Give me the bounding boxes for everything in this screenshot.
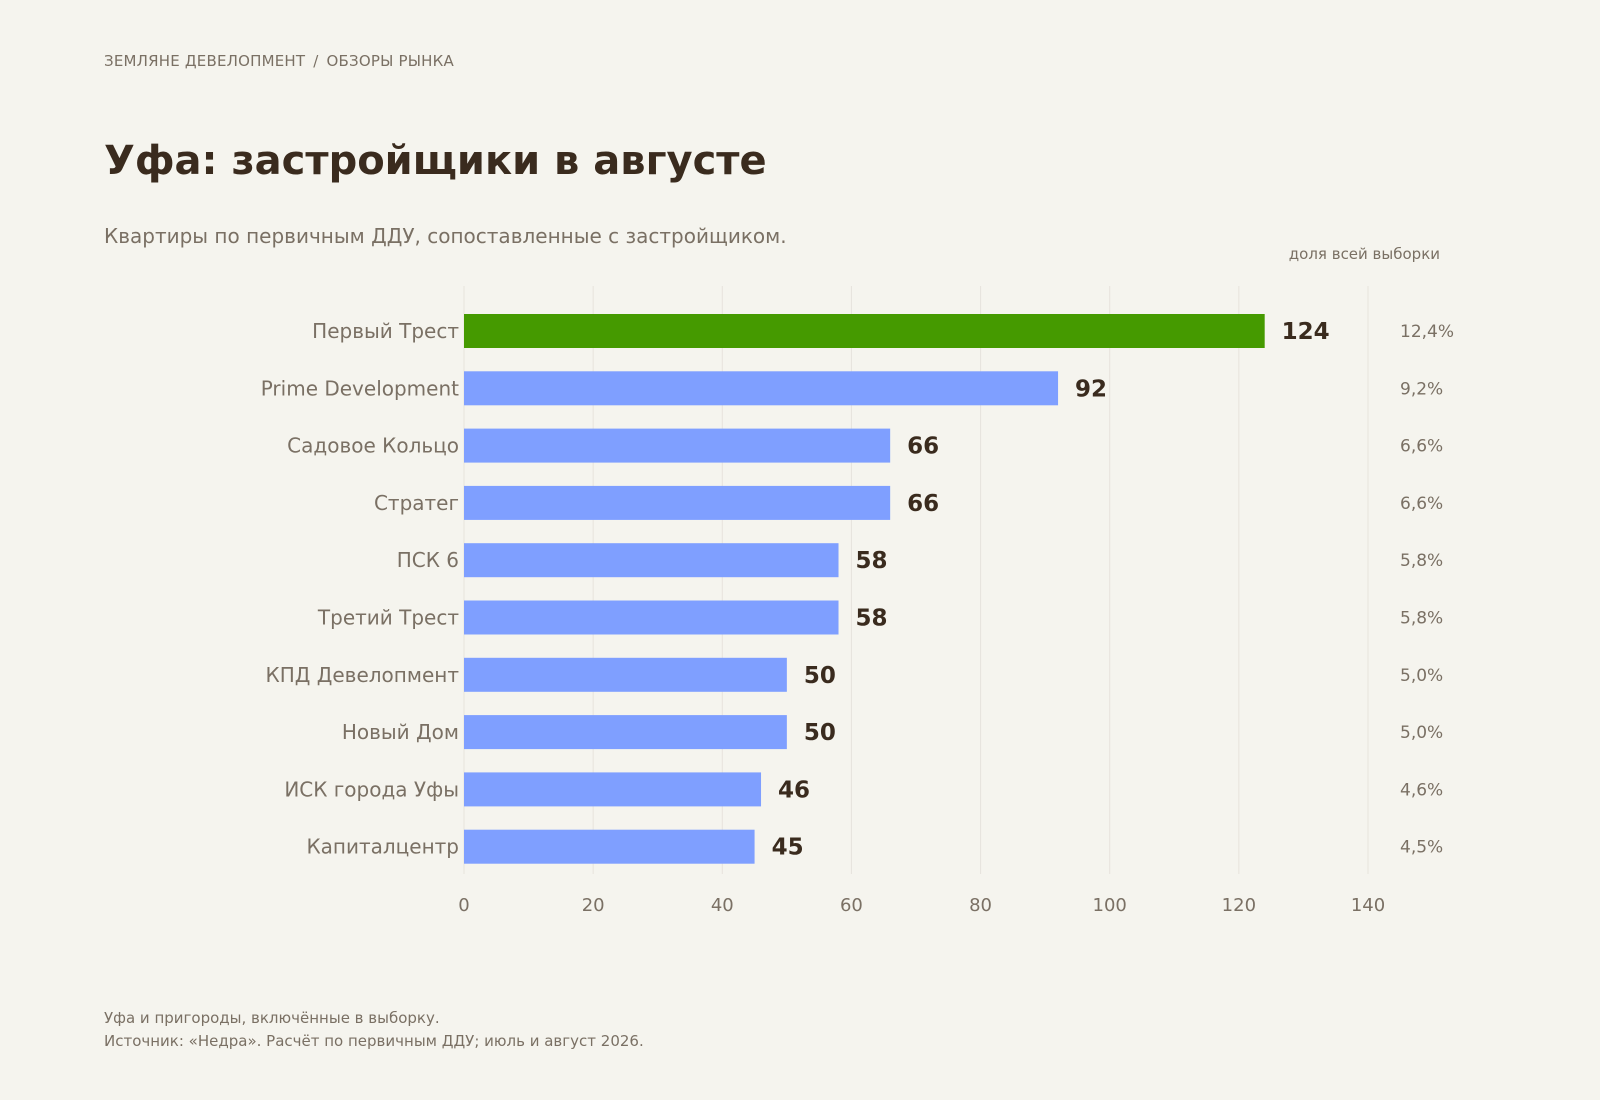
bar — [464, 428, 891, 463]
value-label: 124 — [1282, 319, 1330, 345]
x-tick-label: 140 — [1351, 895, 1385, 916]
breadcrumb-brand: ЗЕМЛЯНЕ ДЕВЕЛОПМЕНТ — [104, 52, 306, 70]
x-tick-label: 20 — [582, 895, 605, 916]
value-label: 45 — [772, 835, 804, 861]
share-label: 9,2% — [1400, 379, 1443, 399]
share-label: 4,5% — [1400, 838, 1443, 858]
share-label: 5,8% — [1400, 551, 1443, 571]
share-label: 6,6% — [1400, 437, 1443, 457]
breadcrumb-section: ОБЗОРЫ РЫНКА — [326, 52, 454, 70]
bar — [464, 485, 891, 520]
bar — [464, 543, 839, 578]
category-label: КПД Девелопмент — [266, 663, 460, 687]
category-label: Капиталцентр — [306, 835, 459, 859]
footer-source: Источник: «Недра». Расчёт по первичным Д… — [104, 1032, 644, 1050]
footer: Уфа и пригороды, включённые в выборку. И… — [104, 1007, 644, 1053]
share-column-header: доля всей выборки — [1289, 245, 1440, 263]
bar — [464, 829, 755, 864]
x-tick-label: 80 — [969, 895, 992, 916]
value-label: 66 — [907, 491, 939, 517]
share-label: 12,4% — [1400, 322, 1454, 342]
value-label: 66 — [907, 434, 939, 460]
bar — [464, 657, 787, 692]
category-label: Первый Трест — [312, 319, 459, 343]
bar — [464, 715, 787, 750]
share-label: 4,6% — [1400, 780, 1443, 800]
breadcrumb: ЗЕМЛЯНЕ ДЕВЕЛОПМЕНТ / ОБЗОРЫ РЫНКА — [104, 52, 454, 70]
value-label: 58 — [856, 548, 888, 574]
bar — [464, 314, 1265, 348]
share-label: 5,0% — [1400, 723, 1443, 743]
x-tick-label: 40 — [711, 895, 734, 916]
category-label: ИСК города Уфы — [284, 777, 459, 801]
x-tick-label: 100 — [1093, 895, 1127, 916]
value-label: 50 — [804, 663, 836, 689]
bar — [464, 600, 839, 635]
value-label: 50 — [804, 720, 836, 746]
x-tick-label: 120 — [1222, 895, 1256, 916]
x-tick-label: 60 — [840, 895, 863, 916]
value-label: 92 — [1075, 376, 1107, 402]
value-label: 58 — [856, 606, 888, 632]
chart-subtitle: Квартиры по первичным ДДУ, сопоставленны… — [104, 224, 787, 248]
category-label: Третий Трест — [317, 606, 459, 630]
share-label: 5,0% — [1400, 666, 1443, 686]
category-label: Новый Дом — [342, 720, 459, 744]
category-label: ПСК 6 — [397, 548, 459, 572]
footer-note: Уфа и пригороды, включённые в выборку. — [104, 1009, 440, 1027]
bar — [464, 772, 762, 807]
share-label: 6,6% — [1400, 494, 1443, 514]
chart-title: Уфа: застройщики в августе — [104, 138, 767, 184]
category-label: Стратег — [374, 491, 459, 515]
breadcrumb-separator: / — [313, 52, 319, 70]
x-tick-label: 0 — [458, 895, 469, 916]
bar — [464, 371, 1059, 406]
share-label: 5,8% — [1400, 609, 1443, 629]
category-label: Prime Development — [261, 376, 459, 400]
category-label: Садовое Кольцо — [287, 434, 459, 458]
value-label: 46 — [778, 777, 810, 803]
